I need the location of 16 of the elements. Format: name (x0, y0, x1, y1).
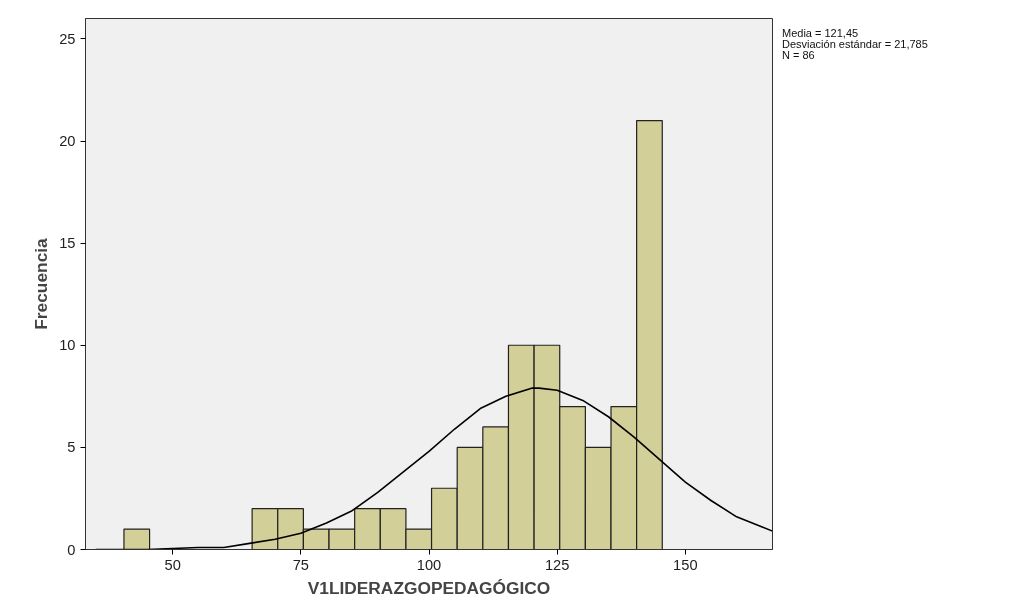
x-tick-label: 50 (164, 556, 181, 573)
text: N = 86 (782, 49, 815, 61)
x-tick-label: 125 (544, 556, 570, 573)
text: Media = 121,45 (782, 27, 859, 39)
x-tick-label: 75 (292, 556, 309, 573)
x-axis-title: V1LIDERAZGOPEDAGÓGICO (307, 577, 551, 598)
x-tick-label: 100 (416, 556, 442, 573)
y-tick-label: 10 (59, 337, 76, 354)
y-tick-label: 20 (59, 133, 76, 150)
y-axis-title: Frecuencia (31, 237, 52, 330)
y-tick-label: 15 (59, 235, 76, 252)
text: Desviación estándar = 21,785 (782, 38, 928, 50)
y-tick-label: 0 (67, 541, 76, 558)
y-tick-label: 25 (59, 30, 76, 47)
x-tick-label: 150 (673, 556, 698, 573)
y-tick-label: 5 (67, 439, 76, 456)
